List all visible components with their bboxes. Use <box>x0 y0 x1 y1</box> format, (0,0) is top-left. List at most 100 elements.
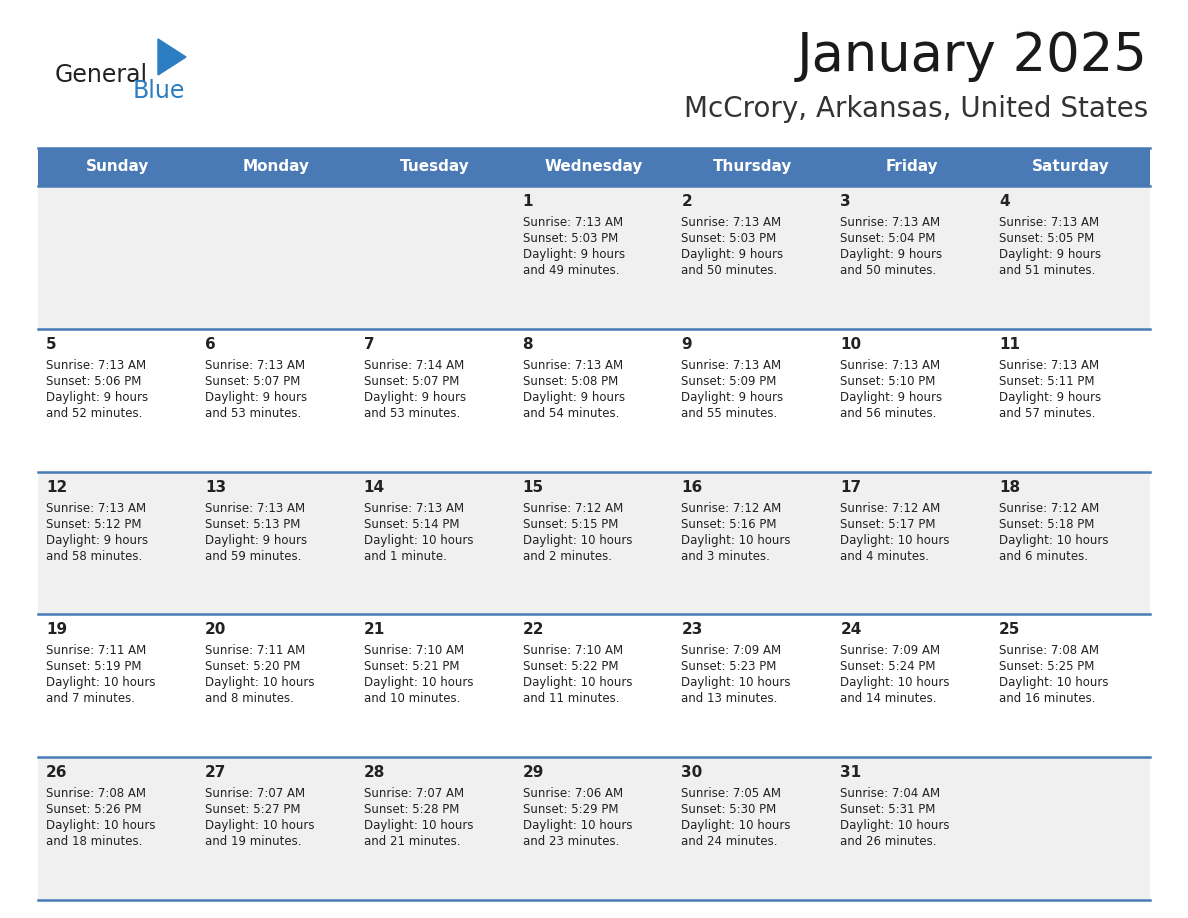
Text: Sunrise: 7:14 AM: Sunrise: 7:14 AM <box>364 359 465 372</box>
Text: 12: 12 <box>46 479 68 495</box>
Text: Sunset: 5:13 PM: Sunset: 5:13 PM <box>204 518 301 531</box>
Bar <box>38 329 1150 472</box>
Bar <box>991 148 1150 186</box>
Text: Sunrise: 7:13 AM: Sunrise: 7:13 AM <box>840 359 941 372</box>
Text: Sunset: 5:29 PM: Sunset: 5:29 PM <box>523 803 618 816</box>
Text: Sunset: 5:12 PM: Sunset: 5:12 PM <box>46 518 141 531</box>
Text: 31: 31 <box>840 766 861 780</box>
Text: 6: 6 <box>204 337 215 352</box>
Text: McCrory, Arkansas, United States: McCrory, Arkansas, United States <box>684 95 1148 123</box>
Text: Daylight: 10 hours: Daylight: 10 hours <box>364 533 473 546</box>
Text: 17: 17 <box>840 479 861 495</box>
Text: Sunset: 5:25 PM: Sunset: 5:25 PM <box>999 660 1094 674</box>
Text: 23: 23 <box>682 622 703 637</box>
Text: Sunrise: 7:11 AM: Sunrise: 7:11 AM <box>204 644 305 657</box>
Text: Sunset: 5:06 PM: Sunset: 5:06 PM <box>46 375 141 387</box>
Text: and 4 minutes.: and 4 minutes. <box>840 550 929 563</box>
Text: 4: 4 <box>999 194 1010 209</box>
Text: Sunrise: 7:11 AM: Sunrise: 7:11 AM <box>46 644 146 657</box>
Text: Wednesday: Wednesday <box>545 160 643 174</box>
Text: Daylight: 9 hours: Daylight: 9 hours <box>999 391 1101 404</box>
Text: Daylight: 10 hours: Daylight: 10 hours <box>999 533 1108 546</box>
Text: Sunset: 5:31 PM: Sunset: 5:31 PM <box>840 803 936 816</box>
Bar <box>674 148 833 186</box>
Text: 2: 2 <box>682 194 693 209</box>
Text: Sunrise: 7:10 AM: Sunrise: 7:10 AM <box>523 644 623 657</box>
Text: 29: 29 <box>523 766 544 780</box>
Text: Sunrise: 7:06 AM: Sunrise: 7:06 AM <box>523 788 623 800</box>
Text: Sunrise: 7:10 AM: Sunrise: 7:10 AM <box>364 644 463 657</box>
Text: and 59 minutes.: and 59 minutes. <box>204 550 302 563</box>
Text: Daylight: 9 hours: Daylight: 9 hours <box>204 533 307 546</box>
Text: Sunrise: 7:13 AM: Sunrise: 7:13 AM <box>999 216 1099 229</box>
Text: Sunrise: 7:07 AM: Sunrise: 7:07 AM <box>204 788 305 800</box>
Bar <box>197 148 355 186</box>
Text: Sunset: 5:07 PM: Sunset: 5:07 PM <box>204 375 301 387</box>
Text: Daylight: 9 hours: Daylight: 9 hours <box>46 533 148 546</box>
Text: Sunset: 5:30 PM: Sunset: 5:30 PM <box>682 803 777 816</box>
Text: 13: 13 <box>204 479 226 495</box>
Text: and 21 minutes.: and 21 minutes. <box>364 835 460 848</box>
Text: Sunset: 5:23 PM: Sunset: 5:23 PM <box>682 660 777 674</box>
Text: Daylight: 9 hours: Daylight: 9 hours <box>523 391 625 404</box>
Text: Sunrise: 7:08 AM: Sunrise: 7:08 AM <box>999 644 1099 657</box>
Text: 3: 3 <box>840 194 851 209</box>
Text: and 11 minutes.: and 11 minutes. <box>523 692 619 705</box>
Bar <box>514 148 674 186</box>
Text: Daylight: 9 hours: Daylight: 9 hours <box>682 248 784 261</box>
Text: 5: 5 <box>46 337 57 352</box>
Text: Sunset: 5:09 PM: Sunset: 5:09 PM <box>682 375 777 387</box>
Text: Sunrise: 7:13 AM: Sunrise: 7:13 AM <box>204 501 305 515</box>
Text: Daylight: 10 hours: Daylight: 10 hours <box>46 819 156 833</box>
Text: Daylight: 10 hours: Daylight: 10 hours <box>840 533 949 546</box>
Text: Sunrise: 7:13 AM: Sunrise: 7:13 AM <box>840 216 941 229</box>
Text: Sunrise: 7:13 AM: Sunrise: 7:13 AM <box>999 359 1099 372</box>
Text: Sunset: 5:05 PM: Sunset: 5:05 PM <box>999 232 1094 245</box>
Text: and 51 minutes.: and 51 minutes. <box>999 264 1095 277</box>
Text: 10: 10 <box>840 337 861 352</box>
Text: Daylight: 10 hours: Daylight: 10 hours <box>682 819 791 833</box>
Text: Daylight: 10 hours: Daylight: 10 hours <box>840 819 949 833</box>
Text: Sunset: 5:20 PM: Sunset: 5:20 PM <box>204 660 301 674</box>
Text: and 16 minutes.: and 16 minutes. <box>999 692 1095 705</box>
Text: 11: 11 <box>999 337 1020 352</box>
Text: 21: 21 <box>364 622 385 637</box>
Text: 7: 7 <box>364 337 374 352</box>
Text: Sunrise: 7:12 AM: Sunrise: 7:12 AM <box>840 501 941 515</box>
Text: and 23 minutes.: and 23 minutes. <box>523 835 619 848</box>
Text: 1: 1 <box>523 194 533 209</box>
Text: Daylight: 10 hours: Daylight: 10 hours <box>840 677 949 689</box>
Text: 14: 14 <box>364 479 385 495</box>
Text: and 26 minutes.: and 26 minutes. <box>840 835 937 848</box>
Text: Sunset: 5:03 PM: Sunset: 5:03 PM <box>682 232 777 245</box>
Text: 16: 16 <box>682 479 702 495</box>
Text: and 56 minutes.: and 56 minutes. <box>840 407 936 420</box>
Text: Sunset: 5:15 PM: Sunset: 5:15 PM <box>523 518 618 531</box>
Text: 26: 26 <box>46 766 68 780</box>
Text: and 55 minutes.: and 55 minutes. <box>682 407 778 420</box>
Text: Sunrise: 7:08 AM: Sunrise: 7:08 AM <box>46 788 146 800</box>
Text: Daylight: 9 hours: Daylight: 9 hours <box>682 391 784 404</box>
Text: and 10 minutes.: and 10 minutes. <box>364 692 460 705</box>
Text: Monday: Monday <box>242 160 310 174</box>
Text: Daylight: 10 hours: Daylight: 10 hours <box>682 533 791 546</box>
Text: General: General <box>55 63 148 87</box>
Text: Tuesday: Tuesday <box>400 160 470 174</box>
Text: and 50 minutes.: and 50 minutes. <box>840 264 936 277</box>
Text: Sunrise: 7:13 AM: Sunrise: 7:13 AM <box>682 359 782 372</box>
Text: 18: 18 <box>999 479 1020 495</box>
Text: Sunrise: 7:13 AM: Sunrise: 7:13 AM <box>523 216 623 229</box>
Text: Daylight: 9 hours: Daylight: 9 hours <box>46 391 148 404</box>
Text: and 1 minute.: and 1 minute. <box>364 550 447 563</box>
Text: Sunrise: 7:13 AM: Sunrise: 7:13 AM <box>364 501 463 515</box>
Text: Sunrise: 7:13 AM: Sunrise: 7:13 AM <box>46 359 146 372</box>
Text: Sunrise: 7:09 AM: Sunrise: 7:09 AM <box>840 644 941 657</box>
Text: and 49 minutes.: and 49 minutes. <box>523 264 619 277</box>
Text: Sunrise: 7:09 AM: Sunrise: 7:09 AM <box>682 644 782 657</box>
Text: Sunset: 5:26 PM: Sunset: 5:26 PM <box>46 803 141 816</box>
Text: Daylight: 9 hours: Daylight: 9 hours <box>364 391 466 404</box>
Text: Blue: Blue <box>133 79 185 103</box>
Text: Daylight: 10 hours: Daylight: 10 hours <box>204 819 315 833</box>
Text: Sunrise: 7:12 AM: Sunrise: 7:12 AM <box>999 501 1099 515</box>
Text: and 13 minutes.: and 13 minutes. <box>682 692 778 705</box>
